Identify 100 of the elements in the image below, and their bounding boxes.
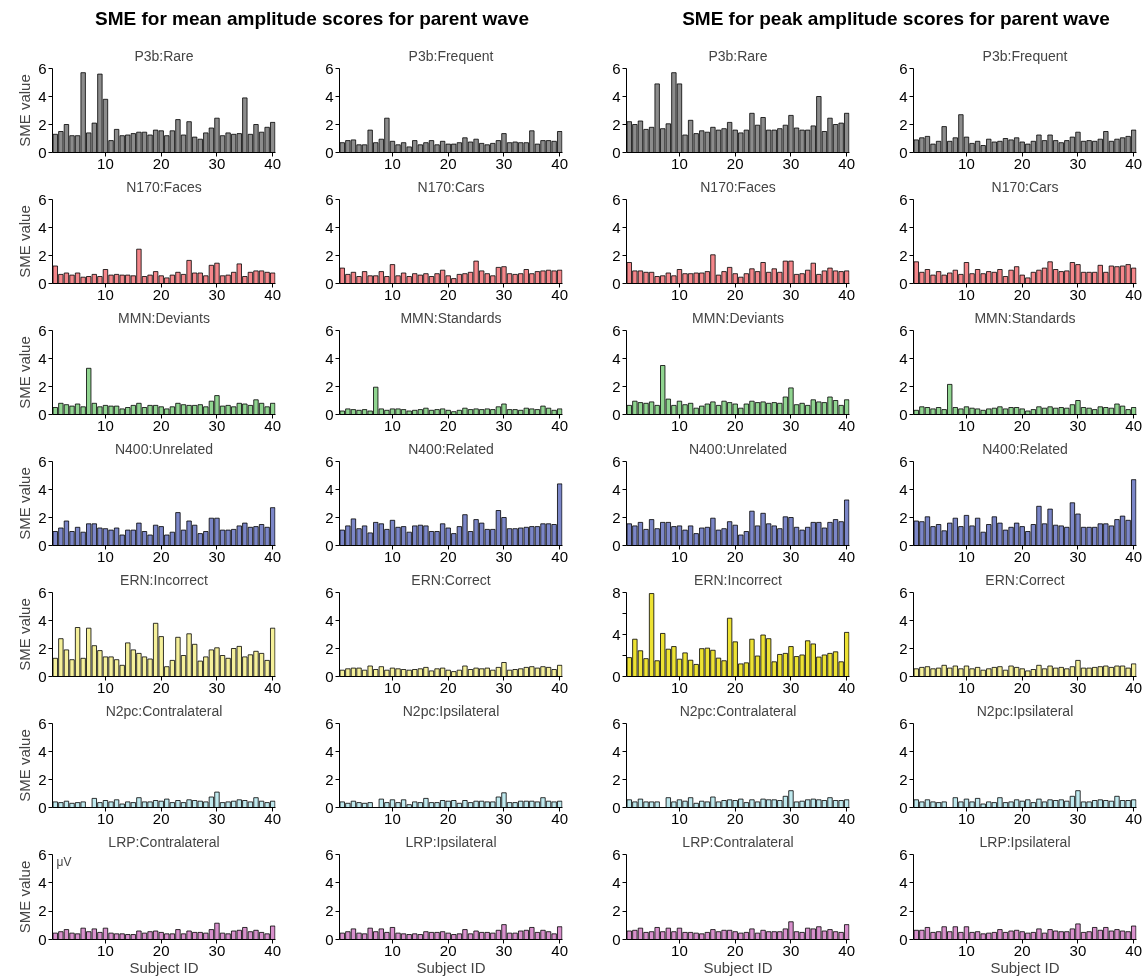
y-tick-label: 0: [325, 274, 334, 292]
x-tick-label: 40: [264, 941, 282, 959]
x-tick-label: 30: [782, 678, 800, 696]
y-tick-label: 4: [899, 349, 908, 367]
y-tick-label: 2: [899, 770, 908, 788]
y-tick-label: 2: [38, 246, 47, 264]
x-tick-label: 30: [495, 154, 513, 172]
chart-title: N400:Unrelated: [688, 440, 788, 457]
y-tick-label: 8: [612, 583, 621, 601]
y-tick-label: 2: [325, 902, 334, 920]
x-tick-label: 30: [782, 154, 800, 172]
y-tick-label: 0: [899, 274, 908, 292]
y-tick-label: 2: [38, 508, 47, 526]
x-tick-label: 30: [1069, 809, 1087, 827]
y-tick-label: 0: [325, 798, 334, 816]
x-tick-label: 40: [1125, 809, 1143, 827]
x-tick-label: 40: [551, 941, 569, 959]
y-tick-label: 0: [899, 798, 908, 816]
x-tick-label: 30: [495, 678, 513, 696]
x-tick-label: 40: [551, 809, 569, 827]
chart-title: ERN:Incorrect: [120, 571, 209, 588]
x-tick-label: 40: [1125, 416, 1143, 434]
x-tick-label: 30: [208, 154, 226, 172]
y-tick-label: 4: [899, 87, 908, 105]
x-tick-label: 40: [1125, 285, 1143, 303]
x-axis-title: Subject ID: [990, 958, 1060, 976]
y-tick-label: 4: [325, 611, 334, 629]
chart-title: MMN:Deviants: [692, 309, 784, 326]
y-tick-label: 4: [38, 873, 47, 891]
x-tick-label: 20: [152, 809, 170, 827]
y-tick-label: 0: [38, 405, 47, 423]
x-tick-label: 20: [439, 941, 457, 959]
y-tick-label: 2: [899, 902, 908, 920]
x-tick-label: 10: [958, 941, 975, 959]
y-tick-label: 2: [38, 115, 47, 133]
y-tick-label: 4: [612, 480, 621, 498]
x-tick-label: 40: [838, 154, 856, 172]
y-tick-label: 6: [612, 845, 621, 863]
x-tick-label: 20: [726, 941, 744, 959]
y-tick-label: 6: [38, 321, 47, 339]
y-tick-label: 6: [899, 452, 908, 470]
chart-title: N2pc:Contralateral: [679, 702, 797, 719]
y-tick-label: 2: [899, 639, 908, 657]
x-tick-label: 40: [551, 285, 569, 303]
x-tick-label: 20: [439, 678, 457, 696]
x-tick-label: 10: [384, 154, 401, 172]
y-tick-label: 6: [325, 190, 334, 208]
x-tick-label: 40: [551, 416, 569, 434]
y-tick-label: 4: [325, 480, 334, 498]
chart-title: ERN:Correct: [411, 571, 491, 588]
x-tick-label: 20: [152, 678, 170, 696]
x-tick-label: 30: [782, 285, 800, 303]
chart-title: MMN:Standards: [974, 309, 1076, 326]
x-tick-label: 40: [264, 416, 282, 434]
y-tick-label: 4: [612, 742, 621, 760]
y-tick-label: 6: [38, 452, 47, 470]
x-tick-label: 10: [97, 678, 114, 696]
y-tick-label: 0: [325, 536, 334, 554]
x-tick-label: 30: [782, 809, 800, 827]
x-tick-label: 10: [97, 154, 114, 172]
y-tick-label: 4: [612, 349, 621, 367]
y-tick-label: 6: [899, 190, 908, 208]
y-tick-label: 6: [899, 845, 908, 863]
x-axis-title: Subject ID: [416, 958, 486, 976]
y-tick-label: 4: [38, 480, 47, 498]
x-tick-label: 20: [439, 809, 457, 827]
chart-title: P3b:Frequent: [408, 47, 494, 64]
x-axis-title: Subject ID: [703, 958, 773, 976]
y-tick-label: 6: [38, 583, 47, 601]
y-tick-label: 2: [38, 902, 47, 920]
x-tick-label: 30: [208, 941, 226, 959]
x-tick-label: 10: [97, 285, 114, 303]
y-tick-label: 2: [325, 246, 334, 264]
y-tick-label: 0: [612, 930, 621, 948]
x-tick-label: 10: [671, 285, 688, 303]
x-tick-label: 40: [264, 154, 282, 172]
y-tick-label: 0: [325, 667, 334, 685]
x-tick-label: 20: [1013, 285, 1031, 303]
text: SME for mean amplitude scores for parent wave: [95, 7, 529, 31]
x-tick-label: 40: [1125, 154, 1143, 172]
x-tick-label: 40: [838, 547, 856, 565]
y-tick-label: 4: [38, 87, 47, 105]
y-tick-label: 2: [612, 377, 621, 395]
y-tick-label: 0: [38, 536, 47, 554]
y-tick-label: 6: [612, 190, 621, 208]
y-axis-title: SME value: [16, 205, 34, 278]
chart-title: N400:Related: [982, 440, 1068, 457]
y-tick-label: 6: [325, 452, 334, 470]
x-tick-label: 20: [439, 547, 457, 565]
y-axis-title: SME value: [16, 729, 34, 802]
y-tick-label: 2: [325, 508, 334, 526]
x-tick-label: 10: [671, 416, 688, 434]
x-tick-label: 40: [264, 547, 282, 565]
x-tick-label: 10: [958, 154, 975, 172]
x-tick-label: 30: [208, 547, 226, 565]
x-tick-label: 20: [1013, 416, 1031, 434]
chart-title: N400:Related: [408, 440, 494, 457]
y-tick-label: 6: [612, 59, 621, 77]
x-tick-label: 30: [495, 941, 513, 959]
x-tick-label: 10: [958, 809, 975, 827]
